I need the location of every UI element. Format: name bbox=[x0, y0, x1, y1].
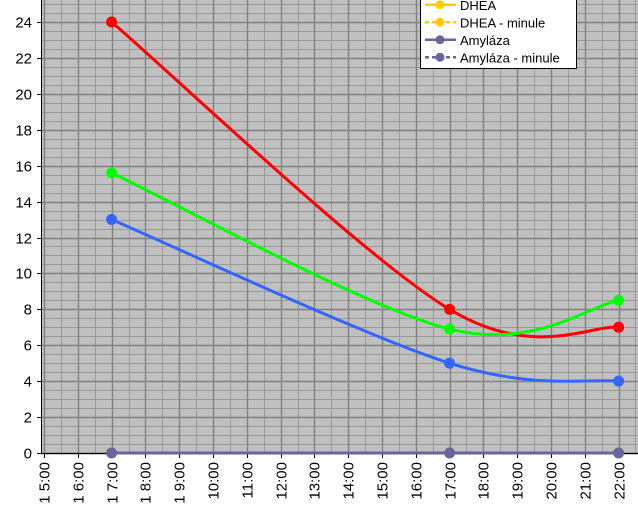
x-tick-label: 1 6:00 bbox=[71, 462, 88, 504]
series-1 bbox=[106, 167, 625, 337]
data-point bbox=[106, 447, 118, 459]
data-point bbox=[613, 375, 625, 387]
legend-label: DHEA bbox=[460, 0, 496, 13]
y-tick-label: 8 bbox=[24, 302, 32, 319]
data-point bbox=[444, 323, 456, 335]
data-point bbox=[613, 447, 625, 459]
y-tick-label: 2 bbox=[24, 410, 32, 427]
legend-item: Amyláza - minule bbox=[425, 50, 560, 65]
x-tick-label: 19:00 bbox=[510, 462, 527, 500]
x-tick-label: 14:00 bbox=[341, 462, 358, 500]
y-tick-label: 10 bbox=[15, 266, 32, 283]
legend-swatch-marker bbox=[435, 35, 445, 45]
x-tick-label: 15:00 bbox=[375, 462, 392, 500]
legend-item: DHEA - minule bbox=[425, 15, 545, 30]
legend-label: Amyláza - minule bbox=[460, 50, 560, 65]
x-tick-label: 17:00 bbox=[443, 462, 460, 500]
series-0 bbox=[106, 16, 625, 339]
data-point bbox=[613, 294, 625, 306]
x-tick-label: 1 5:00 bbox=[37, 462, 54, 504]
x-tick-label: 13:00 bbox=[307, 462, 324, 500]
y-tick-label: 0 bbox=[24, 446, 32, 463]
series-2 bbox=[106, 214, 625, 387]
x-tick-label: 1 7:00 bbox=[105, 462, 122, 504]
y-tick-label: 22 bbox=[15, 51, 32, 68]
data-point bbox=[444, 303, 456, 315]
y-tick-label: 24 bbox=[15, 15, 32, 32]
y-tick-label: 12 bbox=[15, 231, 32, 248]
x-tick-label: 22:00 bbox=[612, 462, 629, 500]
legend-item: Amyláza bbox=[425, 33, 511, 48]
x-tick-label: 11:00 bbox=[240, 462, 257, 498]
x-tick-label: 20:00 bbox=[544, 462, 561, 500]
data-point bbox=[106, 214, 118, 226]
x-tick-label: 12:00 bbox=[274, 462, 291, 500]
x-tick-label: 10:00 bbox=[206, 462, 223, 500]
series-line bbox=[110, 218, 621, 383]
y-tick-label: 16 bbox=[15, 159, 32, 176]
x-tick-label: 1 8:00 bbox=[138, 462, 155, 504]
data-point bbox=[106, 167, 118, 179]
y-tick-label: 18 bbox=[15, 123, 32, 140]
data-point bbox=[444, 447, 456, 459]
x-tick-label: 16:00 bbox=[409, 462, 426, 500]
data-point bbox=[613, 321, 625, 333]
x-tick-label: 18:00 bbox=[476, 462, 493, 500]
y-tick-label: 20 bbox=[15, 87, 32, 104]
y-tick-label: 14 bbox=[15, 195, 32, 212]
series-line bbox=[110, 20, 621, 339]
series-5 bbox=[106, 447, 625, 459]
y-tick-label: 4 bbox=[24, 374, 32, 391]
legend-item: DHEA bbox=[425, 0, 496, 13]
data-point bbox=[444, 357, 456, 369]
y-tick-label: 6 bbox=[24, 338, 32, 355]
x-tick-label: 21:00 bbox=[578, 462, 595, 500]
x-tick-label: 1 9:00 bbox=[172, 462, 189, 504]
legend: DHEA DHEA - minule Amyláza Amyláza - minule bbox=[420, 0, 577, 69]
legend-swatch-marker bbox=[435, 0, 445, 10]
legend-swatch-marker bbox=[435, 52, 445, 62]
legend-label: DHEA - minule bbox=[460, 15, 545, 30]
legend-swatch-marker bbox=[435, 17, 445, 27]
legend-label: Amyláza bbox=[460, 33, 511, 48]
data-point bbox=[106, 16, 118, 28]
series-line bbox=[110, 171, 621, 337]
